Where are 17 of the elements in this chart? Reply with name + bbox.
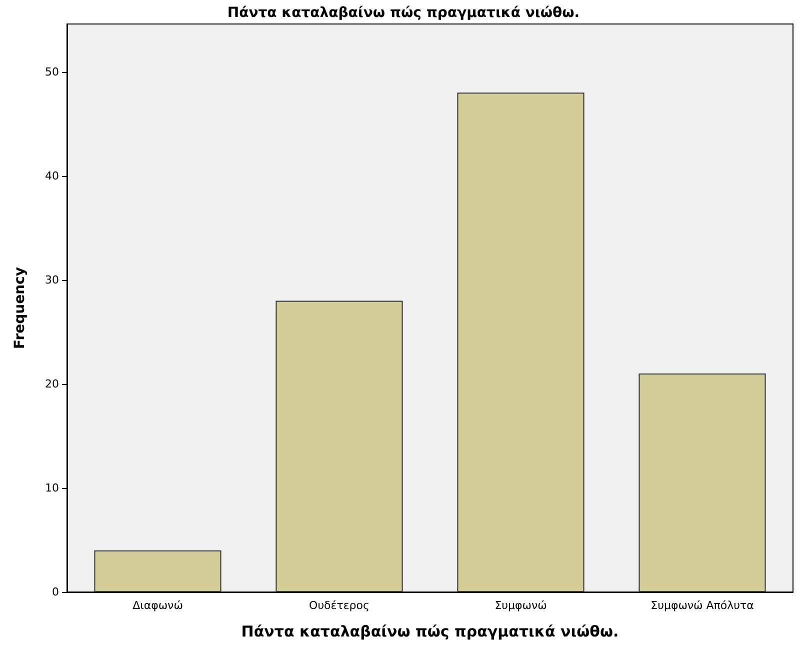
x-tick-label: Ουδέτερος (309, 599, 370, 612)
y-tick-label: 20 (45, 377, 59, 390)
bar (276, 300, 403, 592)
x-tick-label: Διαφωνώ (132, 599, 183, 612)
y-tick-label: 10 (45, 481, 59, 494)
x-axis-title: Πάντα καταλαβαίνω πώς πραγματικά νιώθω. (241, 622, 619, 640)
y-tick-label: 30 (45, 273, 59, 286)
y-tick-label: 40 (45, 169, 59, 182)
y-tick-label: 0 (52, 586, 59, 598)
bar (638, 374, 766, 592)
bar (94, 550, 222, 592)
y-axis-title: Frequency (12, 267, 28, 349)
x-tick-label: Συμφωνώ Απόλυτα (650, 599, 754, 612)
y-tick-label: 50 (45, 65, 59, 78)
bar (457, 92, 584, 592)
x-tick-label: Συμφωνώ (494, 599, 547, 612)
chart-title: Πάντα καταλαβαίνω πώς πραγματικά νιώθω. (227, 5, 580, 21)
